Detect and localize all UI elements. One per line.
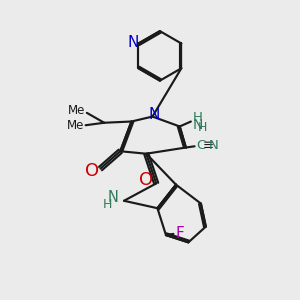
Text: N: N xyxy=(209,139,218,152)
Text: N: N xyxy=(148,106,159,122)
Text: N: N xyxy=(192,118,203,132)
Text: H: H xyxy=(198,121,207,134)
Text: O: O xyxy=(85,162,99,180)
Text: ≡: ≡ xyxy=(202,139,213,152)
Text: F: F xyxy=(175,226,184,242)
Text: H: H xyxy=(103,198,112,211)
Text: C: C xyxy=(196,139,206,152)
Text: O: O xyxy=(139,172,153,190)
Text: N: N xyxy=(107,190,118,205)
Text: H: H xyxy=(193,111,202,124)
Text: Me: Me xyxy=(67,119,84,132)
Text: Me: Me xyxy=(68,104,86,117)
Text: N: N xyxy=(127,35,139,50)
